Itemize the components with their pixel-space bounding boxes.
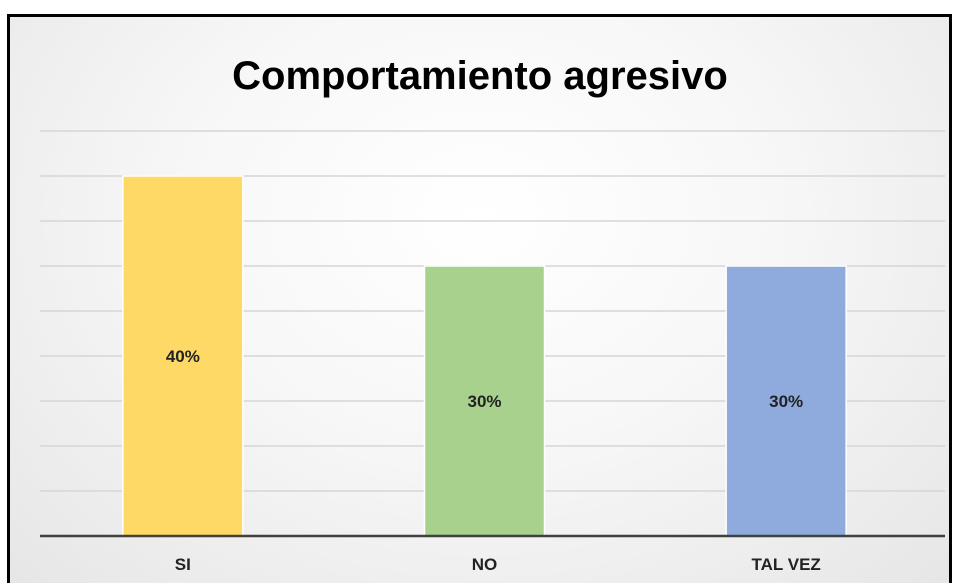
x-tick-no: NO xyxy=(472,555,498,574)
bar-si xyxy=(122,175,244,537)
x-tick-si: SI xyxy=(175,555,191,574)
data-label-no: 30% xyxy=(467,392,501,411)
data-label-si: 40% xyxy=(166,347,200,366)
bar-chart: 40% 30% 30% SI NO TAL VEZ Comportamiento agr… xyxy=(40,54,945,574)
chart-title: Comportamiento agresivo xyxy=(232,54,728,98)
bars: 40% 30% 30% xyxy=(122,175,847,537)
x-tick-tal-vez: TAL VEZ xyxy=(752,555,821,574)
data-label-tal-vez: 30% xyxy=(769,392,803,411)
x-tick-labels: SI NO TAL VEZ xyxy=(175,555,821,574)
chart-frame: 40% 30% 30% SI NO TAL VEZ Comportamiento agr… xyxy=(7,14,952,583)
